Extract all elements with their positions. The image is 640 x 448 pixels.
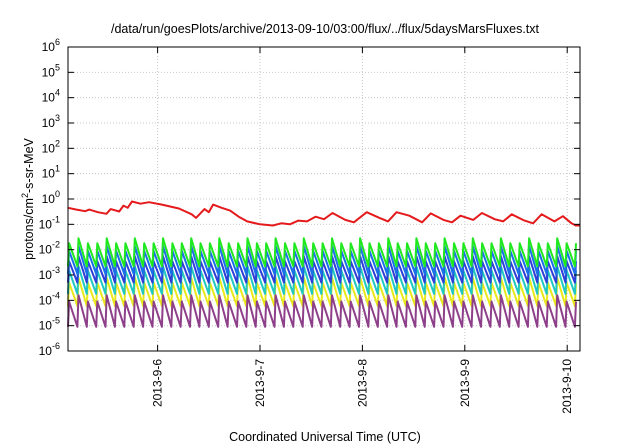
y-tick-label-exp: 0 <box>55 189 60 199</box>
chart-title: /data/run/goesPlots/archive/2013-09-10/0… <box>111 22 540 36</box>
y-tick-label: 10-5 <box>39 316 60 333</box>
series-line <box>67 200 580 227</box>
y-tick-label-base: 10 <box>39 217 53 231</box>
y-tick-label-exp: -6 <box>52 341 60 351</box>
y-tick-label: 104 <box>42 88 60 105</box>
y-tick-label-base: 10 <box>39 319 53 333</box>
y-axis-label-prefix: protons/cm <box>22 198 36 260</box>
y-tick-label-base: 10 <box>42 116 56 130</box>
x-axis-label: Coordinated Universal Time (UTC) <box>229 430 421 444</box>
y-tick-label-exp: 3 <box>55 113 60 123</box>
series-line <box>67 237 577 268</box>
y-tick-label: 10-2 <box>39 240 60 257</box>
y-tick-label: 105 <box>42 62 60 79</box>
x-tick-label: 2013-9-8 <box>355 359 369 407</box>
y-tick-label: 10-3 <box>39 265 60 282</box>
y-axis-label-sup: 2 <box>20 193 30 198</box>
y-tick-label-exp: -2 <box>52 240 60 250</box>
y-tick-label: 10-6 <box>39 341 60 358</box>
y-tick-label-exp: 4 <box>55 88 60 98</box>
y-tick-label: 100 <box>42 189 60 206</box>
y-tick-label-exp: -3 <box>52 265 60 275</box>
y-tick-label: 10-4 <box>39 290 60 307</box>
y-tick-label-base: 10 <box>39 268 53 282</box>
y-tick-label-base: 10 <box>42 167 56 181</box>
y-tick-label-base: 10 <box>42 192 56 206</box>
y-tick-label-base: 10 <box>42 40 56 54</box>
x-tick-label: 2013-9-7 <box>253 359 267 407</box>
y-axis-label-suffix: -s-sr-MeV <box>22 137 36 193</box>
y-tick-label-exp: -5 <box>52 316 60 326</box>
y-tick-label-exp: 5 <box>55 62 60 72</box>
y-tick-label: 102 <box>42 138 60 155</box>
y-tick-label: 10-1 <box>39 214 60 231</box>
y-tick-label-base: 10 <box>42 91 56 105</box>
y-tick-label-exp: 2 <box>55 138 60 148</box>
series-layer <box>67 200 580 328</box>
y-axis-label: protons/cm2-s-sr-MeV <box>20 137 36 259</box>
y-tick-label: 106 <box>42 37 60 54</box>
x-axis: 2013-9-6 2013-9-7 2013-9-8 2013-9-9 2013-9-1… <box>151 47 574 414</box>
y-tick-label-exp: 1 <box>55 164 60 174</box>
x-tick-label: 2013-9-6 <box>151 359 165 407</box>
y-tick-label-base: 10 <box>39 344 53 358</box>
y-tick-label-base: 10 <box>39 243 53 257</box>
y-tick-label-base: 10 <box>39 293 53 307</box>
x-tick-label: 2013-9-10 <box>560 359 574 414</box>
y-tick-label-exp: -1 <box>52 214 60 224</box>
y-tick-label-base: 10 <box>42 65 56 79</box>
y-axis: 10-610-510-410-310-210-11001011021031041… <box>39 37 580 358</box>
y-tick-label-base: 10 <box>42 141 56 155</box>
y-tick-label-exp: -4 <box>52 290 60 300</box>
y-tick-label-exp: 6 <box>55 37 60 47</box>
x-tick-label: 2013-9-9 <box>458 359 472 407</box>
y-tick-label: 101 <box>42 164 60 181</box>
series-line <box>67 294 577 328</box>
y-tick-label: 103 <box>42 113 60 130</box>
